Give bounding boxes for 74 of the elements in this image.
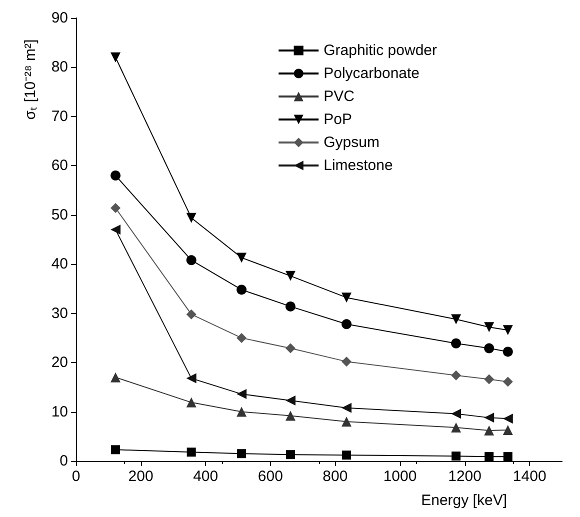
point (186, 309, 196, 320)
x-tick-label: 1400 (512, 468, 546, 485)
point (503, 452, 512, 462)
point (451, 314, 462, 324)
point (342, 416, 352, 427)
point (236, 406, 247, 417)
y-tick-label: 80 (51, 58, 68, 76)
point (286, 450, 295, 460)
point (285, 395, 296, 406)
x-tick-label: 400 (193, 468, 218, 485)
point (484, 343, 494, 354)
point (451, 338, 462, 348)
y-axis-title: σₜ [10⁻²⁸ m²] (22, 39, 39, 120)
point (186, 255, 196, 266)
point (110, 170, 121, 181)
y-tick-label: 50 (51, 206, 68, 224)
legend-label: PVC (324, 88, 355, 105)
x-tick-label: 800 (322, 468, 348, 485)
x-tick-label: 600 (258, 468, 283, 485)
point (285, 270, 296, 281)
point (110, 224, 121, 235)
x-tick-label: 200 (128, 468, 154, 485)
legend-label: Graphitic powder (324, 42, 438, 59)
x-axis-title: Energy [keV] (421, 492, 507, 509)
point (502, 424, 513, 435)
point (186, 397, 196, 408)
point (186, 373, 196, 384)
y-tick-label: 70 (51, 108, 68, 125)
point (111, 445, 120, 454)
point (110, 372, 121, 382)
point (236, 389, 247, 400)
y-tick-label: 60 (51, 157, 68, 174)
y-tick-label: 10 (51, 403, 68, 420)
point (342, 402, 352, 413)
point (342, 319, 352, 330)
point (236, 332, 247, 343)
point (502, 346, 513, 357)
point (451, 408, 462, 419)
point (484, 374, 494, 384)
legend-label: Limestone (324, 157, 393, 174)
point (502, 325, 513, 336)
point (285, 343, 296, 354)
legend-label: PoP (324, 111, 352, 128)
point (236, 252, 247, 263)
x-tick-label: 1000 (383, 468, 417, 485)
point (451, 370, 462, 380)
point (451, 422, 462, 433)
point (484, 425, 494, 436)
y-tick-label: 40 (51, 256, 68, 273)
point (285, 410, 296, 421)
x-tick-label: 0 (72, 468, 80, 485)
legend-label: Polycarbonate (324, 65, 420, 82)
point (502, 414, 513, 424)
point (110, 203, 121, 213)
point (237, 449, 246, 458)
point (342, 356, 352, 367)
point (484, 412, 494, 423)
point (110, 52, 121, 62)
x-tick-label: 1200 (448, 468, 482, 485)
y-tick-label: 0 (60, 452, 68, 470)
point (286, 301, 296, 312)
point (186, 448, 196, 457)
point (342, 450, 352, 460)
y-tick-label: 30 (51, 304, 68, 322)
point (186, 212, 196, 223)
y-tick-label: 90 (51, 10, 68, 26)
point (502, 376, 513, 387)
y-tick-label: 20 (51, 354, 68, 372)
point (342, 292, 352, 303)
legend-label: Gypsum (324, 134, 380, 151)
point (452, 452, 461, 461)
point (484, 322, 494, 332)
point (484, 452, 494, 462)
point (236, 284, 247, 295)
